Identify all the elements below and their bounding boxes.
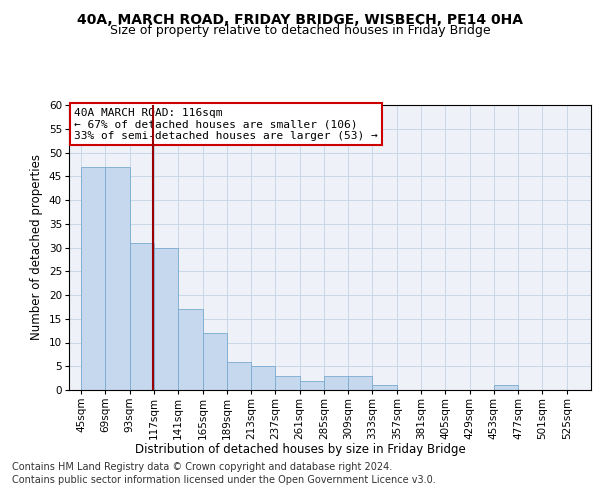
Bar: [275, 376, 299, 390]
Text: Contains public sector information licensed under the Open Government Licence v3: Contains public sector information licen…: [12, 475, 436, 485]
Text: Distribution of detached houses by size in Friday Bridge: Distribution of detached houses by size …: [134, 442, 466, 456]
Bar: [373, 385, 397, 390]
Bar: [130, 243, 154, 390]
Text: 40A MARCH ROAD: 116sqm
← 67% of detached houses are smaller (106)
33% of semi-de: 40A MARCH ROAD: 116sqm ← 67% of detached…: [74, 108, 378, 141]
Bar: [324, 376, 348, 390]
Bar: [81, 167, 106, 390]
Bar: [227, 362, 251, 390]
Bar: [494, 385, 518, 390]
Text: Contains HM Land Registry data © Crown copyright and database right 2024.: Contains HM Land Registry data © Crown c…: [12, 462, 392, 472]
Bar: [299, 380, 324, 390]
Bar: [154, 248, 178, 390]
Text: Size of property relative to detached houses in Friday Bridge: Size of property relative to detached ho…: [110, 24, 490, 37]
Y-axis label: Number of detached properties: Number of detached properties: [30, 154, 43, 340]
Bar: [251, 366, 275, 390]
Bar: [203, 333, 227, 390]
Text: 40A, MARCH ROAD, FRIDAY BRIDGE, WISBECH, PE14 0HA: 40A, MARCH ROAD, FRIDAY BRIDGE, WISBECH,…: [77, 12, 523, 26]
Bar: [106, 167, 130, 390]
Bar: [178, 309, 203, 390]
Bar: [348, 376, 373, 390]
